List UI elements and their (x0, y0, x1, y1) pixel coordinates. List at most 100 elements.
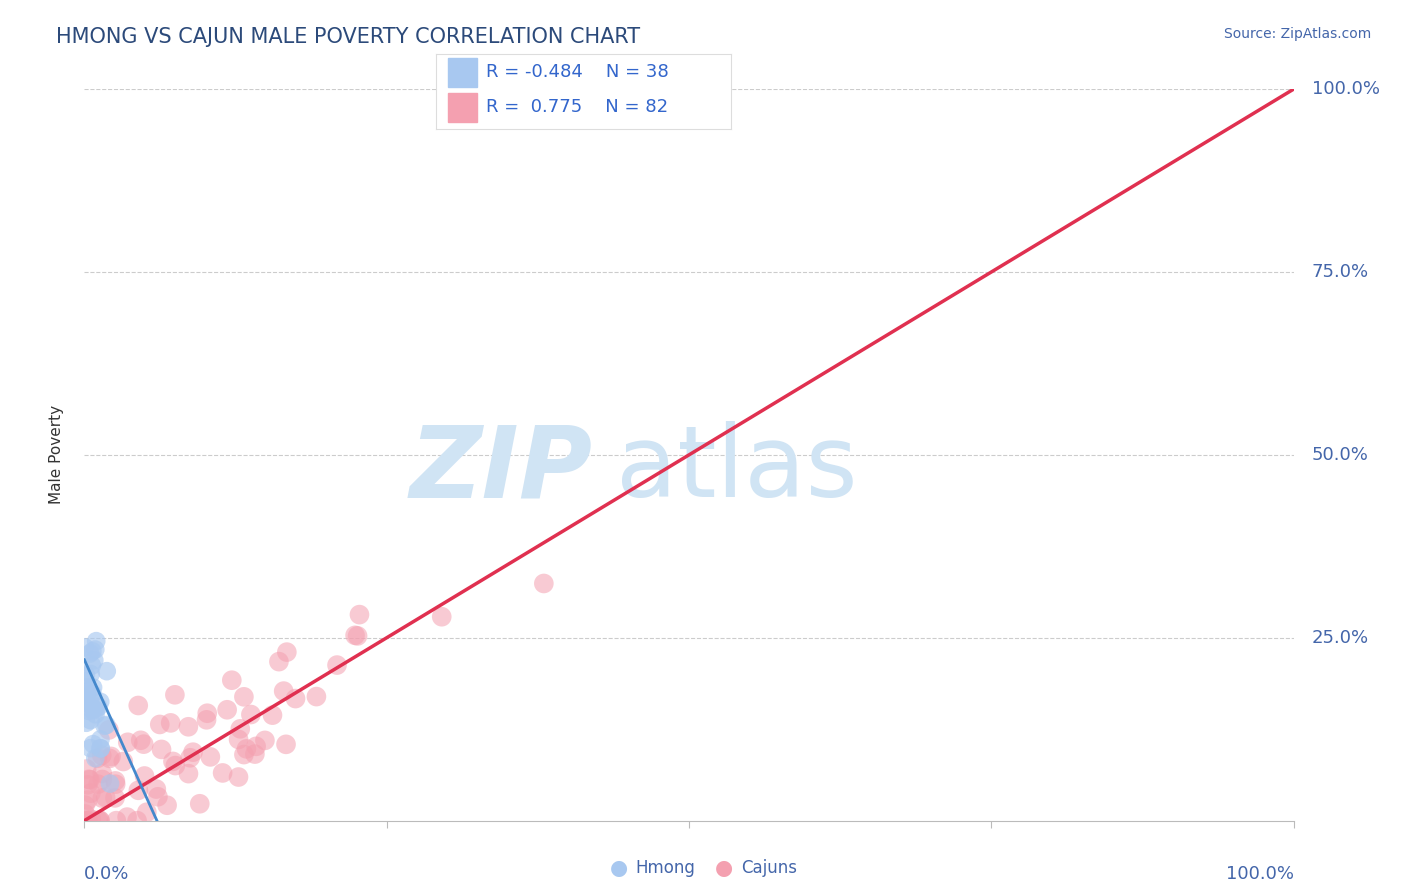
Point (135, 805, 157, 820)
Point (84, 642, 107, 657)
Point (89, 732, 111, 747)
Point (162, 755, 184, 769)
Point (159, 715, 181, 730)
Point (89, 814, 111, 828)
Point (217, 703, 239, 717)
Point (76, 814, 98, 828)
Point (91, 791, 114, 805)
Text: 50.0%: 50.0% (1312, 446, 1368, 464)
Point (134, 769, 156, 783)
Point (77, 814, 100, 828)
Point (79, 713, 101, 727)
Point (90, 741, 112, 756)
Point (243, 747, 266, 761)
Point (344, 628, 367, 642)
Point (84, 703, 107, 717)
Point (129, 733, 152, 747)
Point (75, 807, 97, 822)
Point (91, 766, 114, 780)
Bar (447, 93, 477, 122)
Point (284, 691, 307, 706)
Text: Source: ZipAtlas.com: Source: ZipAtlas.com (1223, 27, 1371, 41)
Point (75, 667, 97, 681)
Text: ●: ● (716, 858, 733, 878)
Point (228, 770, 250, 784)
Point (179, 751, 201, 765)
Text: 75.0%: 75.0% (1312, 263, 1369, 281)
Point (80, 658, 103, 673)
Point (117, 735, 139, 749)
Point (273, 684, 295, 698)
Point (98, 776, 121, 790)
Point (349, 607, 371, 622)
Point (533, 576, 555, 591)
Point (91, 772, 114, 787)
Point (84, 634, 107, 648)
Point (96, 718, 118, 732)
Point (73, 674, 96, 689)
Point (80, 786, 103, 800)
Point (104, 791, 127, 805)
Point (326, 658, 349, 673)
Point (232, 747, 254, 762)
Point (75, 814, 97, 828)
Point (188, 797, 211, 811)
Point (79, 647, 101, 661)
Point (76, 762, 98, 776)
Point (77, 772, 100, 787)
Point (87, 699, 110, 714)
Point (156, 798, 179, 813)
Point (82, 737, 104, 751)
Point (89, 813, 111, 827)
Point (90, 741, 112, 756)
Point (146, 789, 169, 804)
Point (221, 673, 243, 688)
Point (86, 751, 108, 765)
Point (82, 681, 104, 695)
Point (77, 704, 100, 718)
Point (76, 778, 98, 792)
Text: Cajuns: Cajuns (741, 859, 797, 877)
Point (239, 707, 262, 722)
Point (75, 694, 97, 708)
Point (96, 664, 118, 678)
Point (253, 733, 276, 747)
Point (262, 708, 284, 723)
Point (245, 739, 267, 754)
Point (235, 742, 257, 756)
Point (80, 812, 103, 826)
Point (181, 745, 204, 759)
Bar (447, 58, 477, 87)
Text: 25.0%: 25.0% (1312, 629, 1369, 647)
Point (200, 750, 222, 764)
Point (228, 732, 250, 747)
Point (100, 749, 122, 764)
Point (163, 688, 186, 702)
Text: ZIP: ZIP (409, 421, 592, 518)
Point (149, 717, 172, 731)
Point (83, 653, 105, 667)
Point (195, 713, 218, 727)
Point (195, 706, 218, 721)
Point (80, 702, 103, 716)
Point (346, 629, 368, 643)
Y-axis label: Male Poverty: Male Poverty (49, 405, 63, 505)
Text: ●: ● (610, 858, 627, 878)
Point (98, 751, 121, 765)
Point (145, 782, 167, 797)
Point (84, 751, 107, 765)
Point (76, 696, 98, 710)
Point (430, 609, 453, 624)
Point (79, 741, 101, 756)
Point (211, 766, 233, 780)
Point (177, 720, 200, 734)
Point (77, 681, 100, 695)
Point (104, 777, 127, 791)
Point (104, 773, 127, 788)
Point (115, 810, 138, 824)
Point (77, 684, 100, 698)
Point (105, 814, 128, 828)
Point (112, 755, 135, 769)
Point (276, 645, 298, 659)
Point (93, 719, 115, 733)
